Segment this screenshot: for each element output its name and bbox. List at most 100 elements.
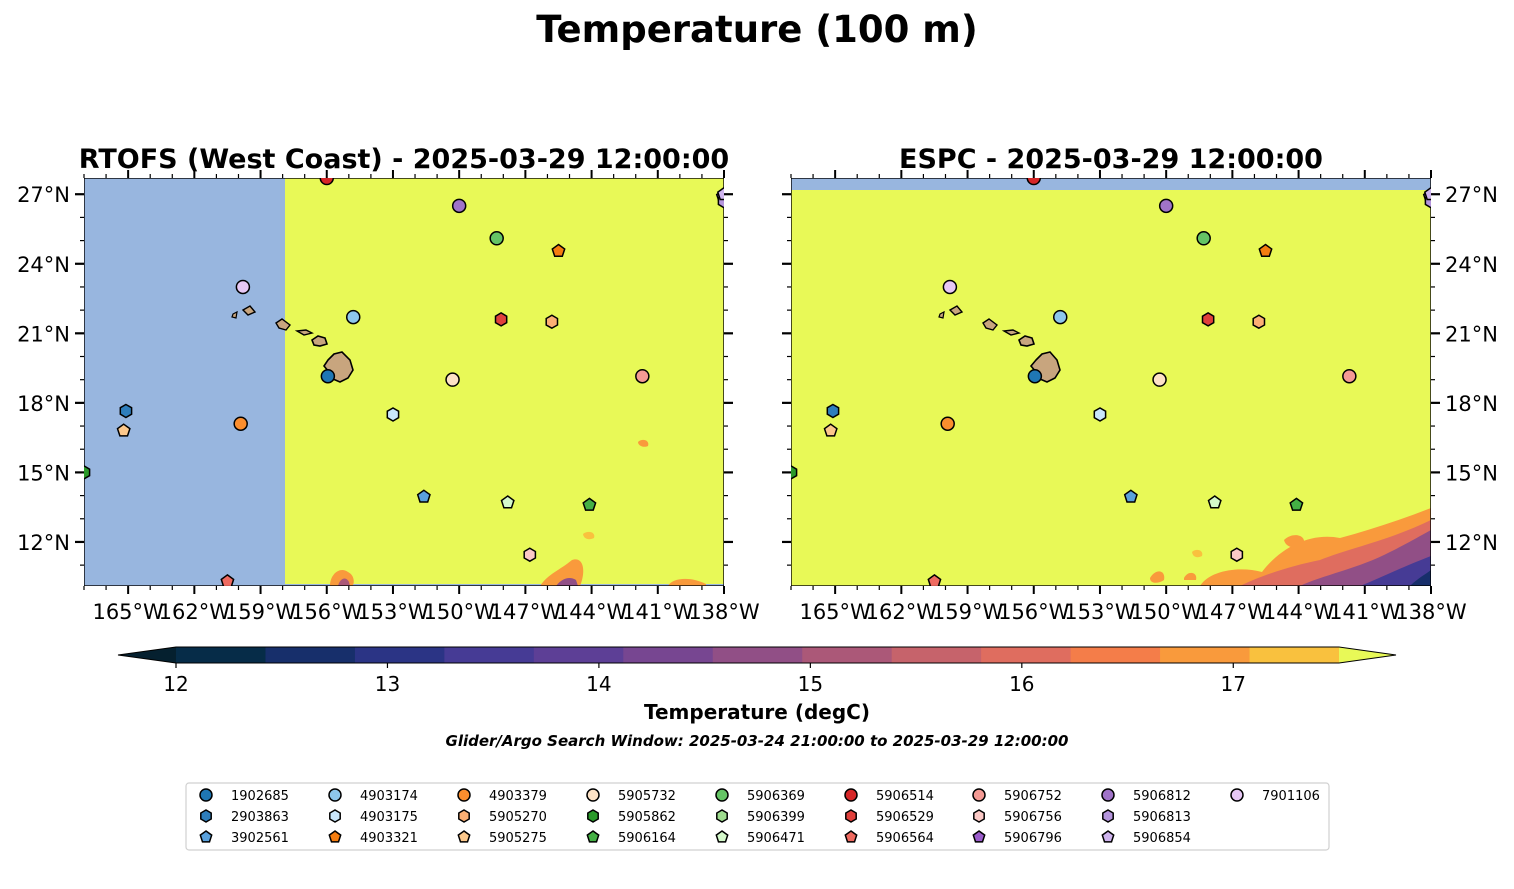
float-marker-group [791,178,1431,586]
panel-rtofs: RTOFS (West Coast) - 2025-03-29 12:00:00 [79,144,729,586]
float-marker [791,465,798,480]
island-niihau [231,310,238,319]
float-marker [220,573,235,586]
y-tick-label: 21°N [1445,322,1498,346]
x-tick-label: 153°W [357,600,429,624]
legend-item: 5906369 [715,788,805,804]
float-marker [235,279,251,295]
island-oahu [275,318,291,331]
panel-title-espc: ESPC - 2025-03-29 12:00:00 [899,144,1323,175]
legend-label: 4903321 [360,831,418,846]
temperature-patch [1360,556,1431,586]
island-kauai [241,305,257,316]
legend-item: 5906399 [716,809,805,825]
legend-label: 5905275 [489,831,547,846]
colorbar-bin [1070,647,1161,663]
float-marker [635,368,650,384]
colorbar-extend-low [118,647,176,663]
legend-label: 5906564 [876,831,934,846]
map-field-rtofs [84,178,724,586]
x-tick-label: 162°W [159,600,231,624]
x-tick-label: 150°W [423,600,495,624]
legend-marker [844,788,858,802]
float-marker [320,368,336,384]
legend-label: 5906854 [1133,831,1191,846]
x-tick-label: 165°W [92,600,164,624]
float-marker [416,489,431,503]
y-tick-label: 27°N [1445,183,1498,207]
x-tick-label: 147°W [1197,600,1269,624]
island-molokai [1001,329,1022,336]
legend-marker [328,830,342,843]
float-marker [1027,368,1043,384]
legend-item: 2903863 [200,809,289,825]
legend-label: 3902561 [231,831,289,846]
legend-marker [716,809,728,823]
legend-marker [328,788,342,802]
legend-item: 5905275 [457,830,547,846]
legend-marker [1101,788,1115,802]
colorbar-bin [802,647,893,663]
legend-marker [973,809,985,823]
legend-label: 4903175 [360,810,418,825]
x-tick-label: 159°W [932,600,1004,624]
colorbar-bin [1160,647,1251,663]
legend-item: 4903379 [457,788,547,804]
field-background [791,178,1431,586]
island-niihau [938,310,945,319]
float-marker [551,243,566,258]
legend-marker [586,830,600,843]
y-tick-label: 12°N [17,531,70,555]
figure-title: Temperature (100 m) [536,8,978,51]
island-molokai [294,329,315,336]
colorbar-extend-high [1339,647,1396,663]
y-tick-label: 18°N [1445,392,1498,416]
colorbar: 12 13 14 15 16 17 [117,646,1397,696]
temperature-patch [1284,535,1305,548]
y-tick-label: 24°N [1445,253,1498,277]
x-tick-label: 153°W [1064,600,1136,624]
x-tick-label: 165°W [799,600,871,624]
legend-item: 5906813 [1102,809,1191,825]
panel-title-rtofs: RTOFS (West Coast) - 2025-03-29 12:00:00 [79,144,729,175]
legend-item: 4903175 [329,809,418,825]
legend-label: 5906369 [747,789,805,804]
temperature-patch [556,578,578,586]
colorbar-bin [354,647,445,663]
legend-label: 5906399 [747,810,805,825]
y-tick-label: 12°N [1445,531,1498,555]
legend-item: 5905270 [458,809,547,825]
legend-frame [185,782,1330,851]
panel-espc: ESPC - 2025-03-29 12:00:00 [791,144,1431,586]
legend-item: 5905862 [587,809,676,825]
float-marker [1093,407,1107,422]
x-tick-label: 150°W [1130,600,1202,624]
no-data-region [84,178,285,586]
legend-label: 7901106 [1262,789,1320,804]
colorbar-tick-label: 14 [586,672,611,696]
colorbar-bin [981,647,1072,663]
legend-marker [199,830,213,843]
float-marker [942,279,958,295]
temperature-patch [1150,571,1165,583]
legend-marker [457,830,471,843]
temperature-patch [638,439,649,447]
float-marker [582,497,597,511]
legend-item: 5906796 [972,830,1062,846]
legend-label: 4903379 [489,789,547,804]
legend-label: 4903174 [360,789,418,804]
x-tick-label: 159°W [225,600,297,624]
y-tick-label: 18°N [17,392,70,416]
colorbar-tick-label: 17 [1221,672,1246,696]
legend-label: 5906756 [1004,810,1062,825]
float-marker [319,178,335,186]
legend-marker [587,809,599,823]
float-marker [1252,314,1266,330]
legend-item: 5906812 [1101,788,1191,804]
float-marker [1052,309,1068,325]
x-tick-label: 144°W [1263,600,1335,624]
float-marker [119,403,133,419]
float-marker [84,465,91,480]
island-kauai [948,305,964,316]
